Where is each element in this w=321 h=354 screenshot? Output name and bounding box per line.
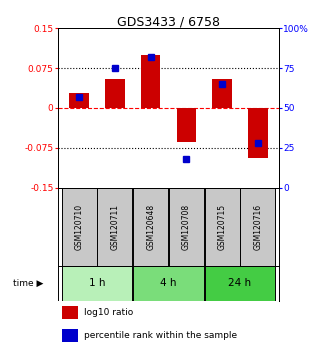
Bar (69, 93, 89, 108)
Text: GSM120708: GSM120708 (182, 204, 191, 250)
FancyBboxPatch shape (204, 188, 239, 266)
FancyBboxPatch shape (169, 188, 204, 266)
Bar (62, 330, 78, 342)
Bar (248, 108, 268, 158)
Title: GDS3433 / 6758: GDS3433 / 6758 (117, 15, 220, 28)
Text: GSM120715: GSM120715 (218, 204, 227, 250)
FancyBboxPatch shape (204, 266, 275, 301)
Text: GSM120710: GSM120710 (75, 204, 84, 250)
Text: GSM120716: GSM120716 (253, 204, 262, 250)
FancyBboxPatch shape (133, 188, 168, 266)
FancyBboxPatch shape (62, 266, 133, 301)
Bar (212, 79, 232, 108)
Bar (62, 307, 78, 319)
Text: percentile rank within the sample: percentile rank within the sample (84, 331, 238, 341)
Bar (177, 108, 196, 142)
Text: 24 h: 24 h (229, 278, 252, 288)
FancyBboxPatch shape (98, 188, 133, 266)
Text: 4 h: 4 h (160, 278, 177, 288)
FancyBboxPatch shape (133, 266, 204, 301)
Text: log10 ratio: log10 ratio (84, 308, 134, 318)
Text: GSM120648: GSM120648 (146, 204, 155, 250)
Bar (105, 79, 125, 108)
FancyBboxPatch shape (240, 188, 275, 266)
FancyBboxPatch shape (62, 188, 97, 266)
Text: 1 h: 1 h (89, 278, 105, 288)
Bar (141, 55, 160, 108)
Text: time ▶: time ▶ (13, 279, 43, 288)
Text: GSM120711: GSM120711 (110, 204, 119, 250)
